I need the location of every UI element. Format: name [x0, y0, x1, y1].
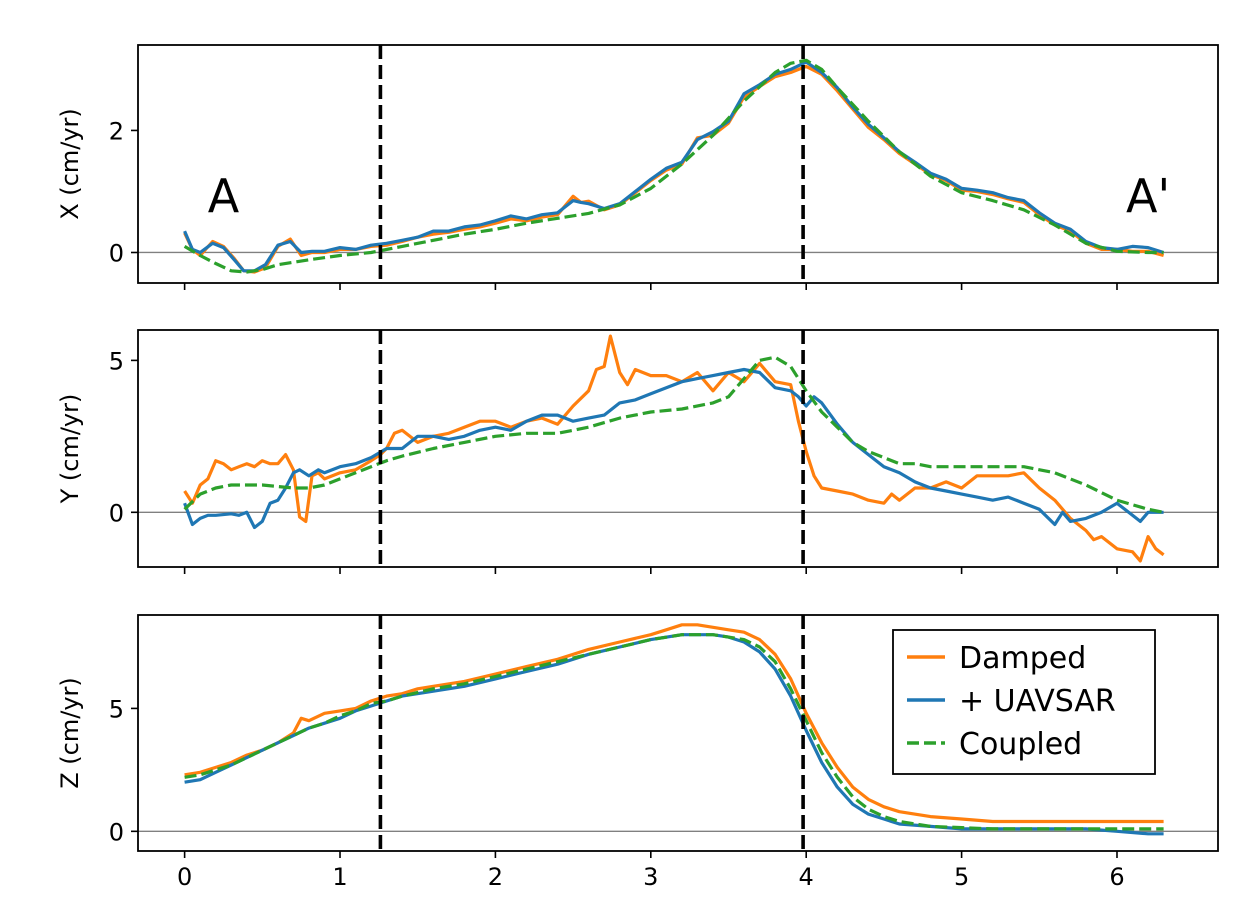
panel-z: 0 1 2 3 4 5 6 0 5 Z (cm/yr) Damped + UAVSAR Coupled	[56, 614, 1219, 891]
x-tick-label: 0	[177, 863, 192, 891]
series-line-coupled	[183, 58, 1164, 274]
legend: Damped + UAVSAR Coupled	[892, 629, 1156, 775]
legend-label: + UAVSAR	[959, 684, 1116, 719]
panel-y: 0 5 Y (cm/yr)	[56, 329, 1219, 574]
series-line-uavsar	[183, 367, 1164, 530]
panel-x: 0 2 X (cm/yr) A A'	[56, 44, 1219, 290]
axes-frame	[137, 329, 1219, 568]
y-tick-label: 0	[109, 239, 124, 267]
x-tick-label: 3	[643, 863, 658, 891]
y-axis-label: Y (cm/yr)	[56, 394, 84, 505]
y-tick-label: 5	[109, 347, 124, 375]
x-tick-label: 5	[954, 863, 969, 891]
y-axis-label: X (cm/yr)	[56, 108, 84, 220]
x-tick-label: 1	[332, 863, 347, 891]
y-tick-label: 0	[109, 499, 124, 527]
legend-label: Coupled	[959, 727, 1082, 762]
legend-box	[892, 629, 1156, 775]
series-line-coupled	[183, 355, 1164, 514]
y-tick-label: 2	[109, 117, 124, 145]
axes-frame	[137, 614, 1219, 852]
x-tick-label: 6	[1109, 863, 1124, 891]
y-axis-label: Z (cm/yr)	[56, 677, 84, 789]
series-line-coupled	[184, 633, 1164, 831]
annotation-label: A'	[1126, 169, 1170, 223]
series-line-damped	[183, 334, 1165, 563]
series-group	[184, 623, 1164, 836]
y-tick-label: 0	[109, 818, 124, 846]
y-tick-label: 5	[109, 695, 124, 723]
legend-label: Damped	[959, 641, 1086, 676]
series-group	[183, 58, 1165, 274]
x-tick-label: 4	[799, 863, 814, 891]
axes-frame	[137, 44, 1219, 284]
series-group	[183, 334, 1165, 563]
series-line-uavsar	[183, 60, 1165, 273]
series-line-damped	[184, 623, 1164, 824]
annotation-label: A	[208, 169, 240, 223]
x-tick-label: 2	[488, 863, 503, 891]
